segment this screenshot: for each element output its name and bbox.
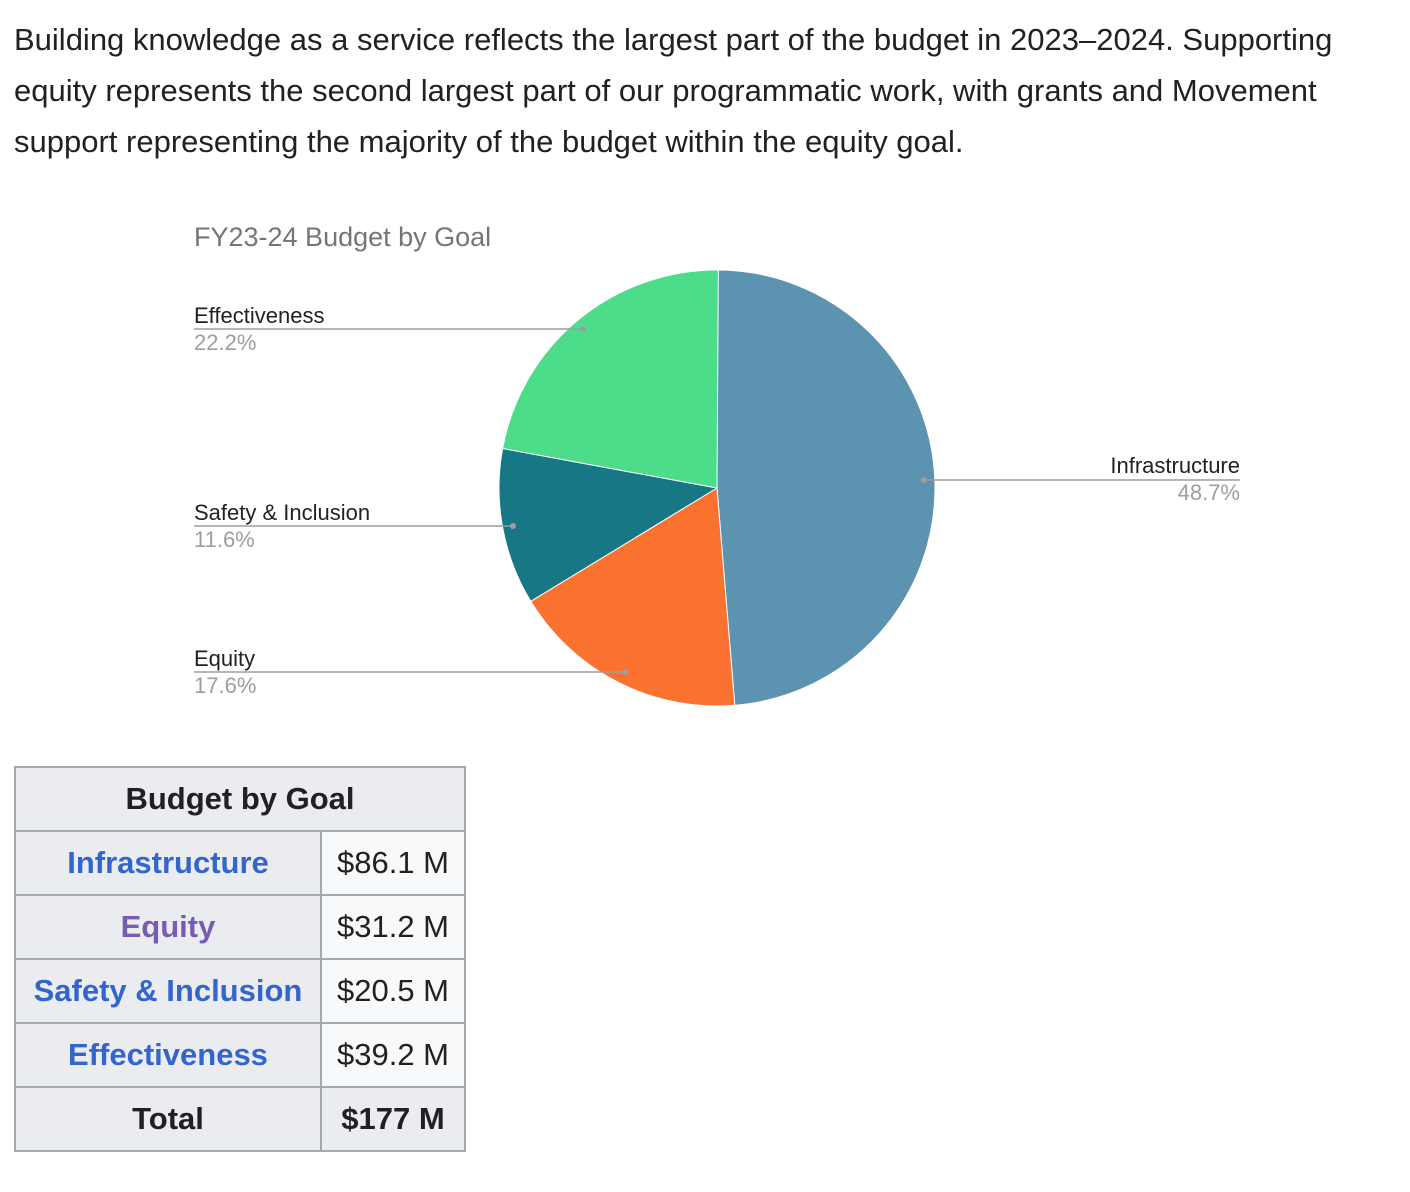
slice-label-equity: Equity (194, 646, 255, 671)
table-caption: Budget by Goal (14, 766, 466, 832)
budget-table: Budget by Goal Infrastructure $86.1 M Eq… (14, 766, 466, 1152)
slice-label-effectiveness: Effectiveness (194, 303, 324, 328)
leader-dot-effectiveness (580, 326, 586, 332)
table-header-row: Budget by Goal (14, 766, 466, 832)
slice-percent-equity: 17.6% (194, 673, 256, 698)
goal-value-effectiveness: $39.2 M (320, 1022, 466, 1088)
goal-link-infrastructure[interactable]: Infrastructure (14, 830, 322, 896)
goal-link-safety-inclusion[interactable]: Safety & Inclusion (14, 958, 322, 1024)
leader-dot-safety-inclusion (510, 523, 516, 529)
slice-label-infrastructure: Infrastructure (1110, 453, 1240, 478)
chart-title: FY23-24 Budget by Goal (194, 222, 491, 252)
leader-dot-equity (622, 669, 628, 675)
pie-slices (498, 269, 936, 707)
total-value: $177 M (320, 1086, 466, 1152)
table-row: Equity $31.2 M (14, 894, 466, 960)
goal-link-equity[interactable]: Equity (14, 894, 322, 960)
goal-value-safety-inclusion: $20.5 M (320, 958, 466, 1024)
goal-link-effectiveness[interactable]: Effectiveness (14, 1022, 322, 1088)
slice-percent-effectiveness: 22.2% (194, 330, 256, 355)
intro-paragraph: Building knowledge as a service reflects… (14, 22, 1333, 159)
slice-percent-infrastructure: 48.7% (1178, 480, 1240, 505)
slice-infrastructure[interactable] (716, 269, 936, 706)
slice-percent-safety-inclusion: 11.6% (194, 527, 255, 552)
leader-dot-infrastructure (921, 477, 927, 483)
table-row: Effectiveness $39.2 M (14, 1022, 466, 1088)
leader-lines: Infrastructure 48.7% Equity 17.6% Safety… (194, 303, 1240, 698)
slice-safety-inclusion[interactable] (498, 447, 719, 603)
slice-label-safety-inclusion: Safety & Inclusion (194, 500, 370, 525)
table-row: Infrastructure $86.1 M (14, 830, 466, 896)
table-row: Safety & Inclusion $20.5 M (14, 958, 466, 1024)
table-total-row: Total $177 M (14, 1086, 466, 1152)
goal-value-infrastructure: $86.1 M (320, 830, 466, 896)
goal-value-equity: $31.2 M (320, 894, 466, 960)
slice-effectiveness[interactable] (502, 269, 719, 489)
total-label: Total (14, 1086, 322, 1152)
budget-pie-chart: FY23-24 Budget by Goal Infrastructure 48… (194, 222, 1240, 707)
slice-equity[interactable] (530, 487, 736, 707)
